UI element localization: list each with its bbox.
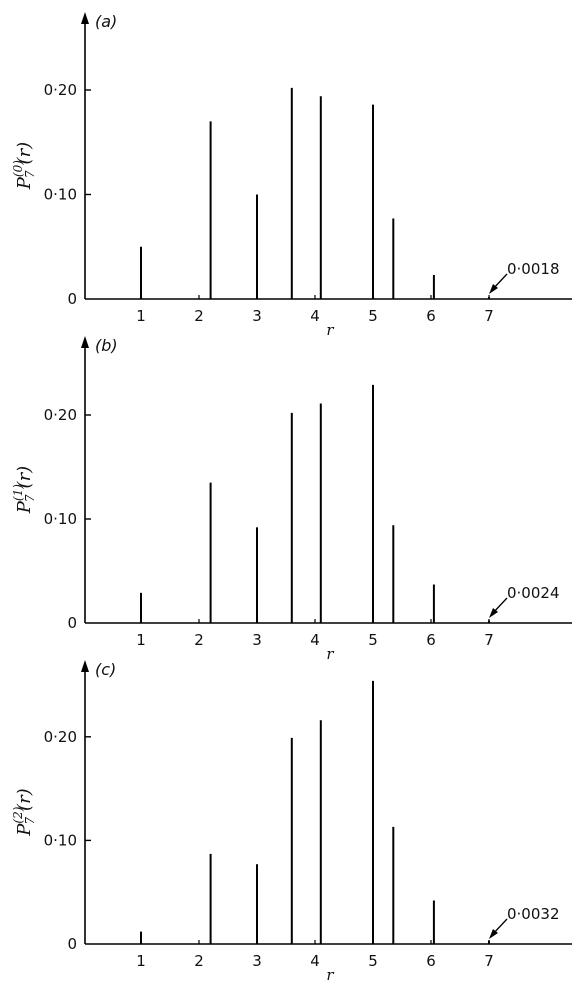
chart-panel-3: 0 0·10 0·20 1 2 3 4 5 6 7 r (c) P(2)7(r) 0·0032 (11, 660, 572, 984)
x-tick-label: 1 (136, 952, 146, 970)
y-tick-label: 0 (67, 290, 77, 308)
panel-label: (b) (95, 336, 118, 355)
x-tick-label: 1 (136, 307, 146, 325)
y-axis-title: P(1)7(r) (11, 466, 37, 514)
y-tick-label: 0·10 (44, 186, 77, 204)
panel-label: (a) (95, 12, 117, 31)
y-axis-title: P(2)7(r) (11, 788, 37, 836)
y-tick-label: 0·20 (44, 406, 77, 424)
chart-panel-2: 0 0·10 0·20 1 2 3 4 5 6 7 r (b) P(1)7(r) 0·0024 (11, 336, 572, 663)
x-axis-title: r (326, 966, 334, 984)
x-tick-label: 2 (194, 307, 204, 325)
x-tick-label: 4 (310, 952, 320, 970)
y-tick-label: 0 (67, 614, 77, 632)
y-axis-arrow (81, 336, 89, 348)
y-tick-label: 0·10 (44, 831, 77, 849)
annotation-label: 0·0032 (507, 905, 560, 923)
x-tick-label: 5 (368, 631, 378, 649)
x-tick-label: 7 (484, 631, 494, 649)
x-axis-title: r (326, 645, 334, 663)
chart-panel-1: 0 0·10 0·20 1 2 3 4 5 6 7 r (a) P(0)7(r) 0·0018 (11, 12, 572, 339)
x-tick-label: 6 (426, 952, 436, 970)
x-tick-label: 7 (484, 307, 494, 325)
x-tick-label: 7 (484, 952, 494, 970)
y-tick-label: 0·20 (44, 81, 77, 99)
annotation-arrowhead (489, 284, 498, 294)
annotation-label: 0·0024 (507, 584, 560, 602)
x-tick-label: 6 (426, 631, 436, 649)
x-tick-label: 3 (252, 952, 262, 970)
x-tick-label: 4 (310, 631, 320, 649)
x-tick-label: 3 (252, 307, 262, 325)
y-axis-title: P(0)7(r) (11, 142, 37, 190)
annotation-label: 0·0018 (507, 260, 560, 278)
annotation-arrowhead (489, 929, 498, 939)
panel-label: (c) (95, 660, 116, 679)
x-tick-label: 1 (136, 631, 146, 649)
y-tick-label: 0 (67, 935, 77, 953)
x-tick-label: 5 (368, 952, 378, 970)
annotation-arrowhead (489, 608, 498, 618)
x-tick-label: 3 (252, 631, 262, 649)
y-axis-arrow (81, 660, 89, 672)
x-tick-label: 6 (426, 307, 436, 325)
x-axis-title: r (326, 321, 334, 339)
y-tick-label: 0·20 (44, 728, 77, 746)
y-axis-arrow (81, 12, 89, 24)
x-tick-label: 5 (368, 307, 378, 325)
x-tick-label: 2 (194, 952, 204, 970)
x-tick-label: 2 (194, 631, 204, 649)
y-tick-label: 0·10 (44, 510, 77, 528)
x-tick-label: 4 (310, 307, 320, 325)
